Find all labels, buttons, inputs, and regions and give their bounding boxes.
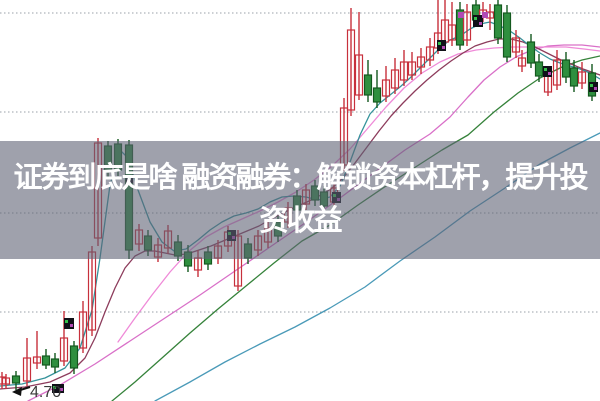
candle-up [346, 29, 356, 111]
candle-up [447, 24, 457, 41]
candle-down [363, 74, 373, 96]
candle-up [517, 57, 527, 67]
candle-up [78, 311, 88, 349]
candle-down [526, 41, 536, 64]
candle-up [1, 377, 11, 385]
pattern-marker-dot-purple [548, 72, 551, 75]
candle-up [552, 59, 562, 86]
candle-up [32, 356, 42, 364]
pattern-marker [473, 15, 483, 27]
headline-line-2: 资收益 [259, 205, 342, 237]
candle-down [50, 358, 60, 368]
pattern-marker-dot-green [544, 68, 547, 71]
candle-up [59, 337, 69, 362]
candle-down [11, 375, 21, 384]
pattern-marker [52, 384, 64, 393]
candle-down [69, 345, 79, 369]
candle-up [407, 61, 417, 76]
pattern-marker-chip [458, 12, 464, 18]
low-arrow-head [12, 387, 22, 396]
pattern-marker-dot-green [65, 320, 68, 323]
candle-up [390, 69, 400, 89]
pattern-marker-dot-green [438, 42, 441, 45]
candle-up [399, 61, 409, 81]
pattern-marker [589, 82, 598, 92]
pattern-marker [543, 66, 552, 77]
candle-up [22, 357, 32, 382]
headline-line-1: 证券到底是啥 融资融券：解锁资本杠杆，提升投 [13, 162, 588, 194]
pattern-marker-chip [482, 12, 488, 18]
pattern-marker-dot-purple [594, 87, 597, 90]
pattern-marker-dot-green [53, 386, 56, 389]
candle-down [561, 59, 571, 78]
candle-up [416, 56, 426, 68]
candle-down [502, 12, 512, 58]
candle-down [372, 87, 382, 103]
candle-up [577, 71, 587, 84]
candle-up [354, 54, 364, 96]
headline-overlay: 证券到底是啥 融资融券：解锁资本杠杆，提升投 资收益 [0, 141, 600, 259]
candle-up [511, 37, 521, 53]
candle-down [569, 67, 579, 87]
pattern-marker-dot-purple [479, 22, 482, 25]
pattern-marker-dot-purple [442, 46, 445, 49]
pattern-marker [64, 318, 74, 329]
candle-up [381, 79, 391, 97]
candle-up [462, 11, 472, 41]
candle-down [493, 4, 503, 39]
low-price-label: 4.70 [30, 384, 61, 401]
pattern-marker-dot-purple [60, 388, 63, 391]
candle-down [534, 61, 544, 77]
pattern-marker-dot-green [474, 17, 477, 20]
candle-up [425, 46, 435, 61]
pattern-marker-dot-purple [70, 324, 73, 327]
pattern-marker [437, 40, 446, 51]
pattern-marker-dot-green [590, 84, 593, 87]
candle-down [41, 355, 51, 366]
